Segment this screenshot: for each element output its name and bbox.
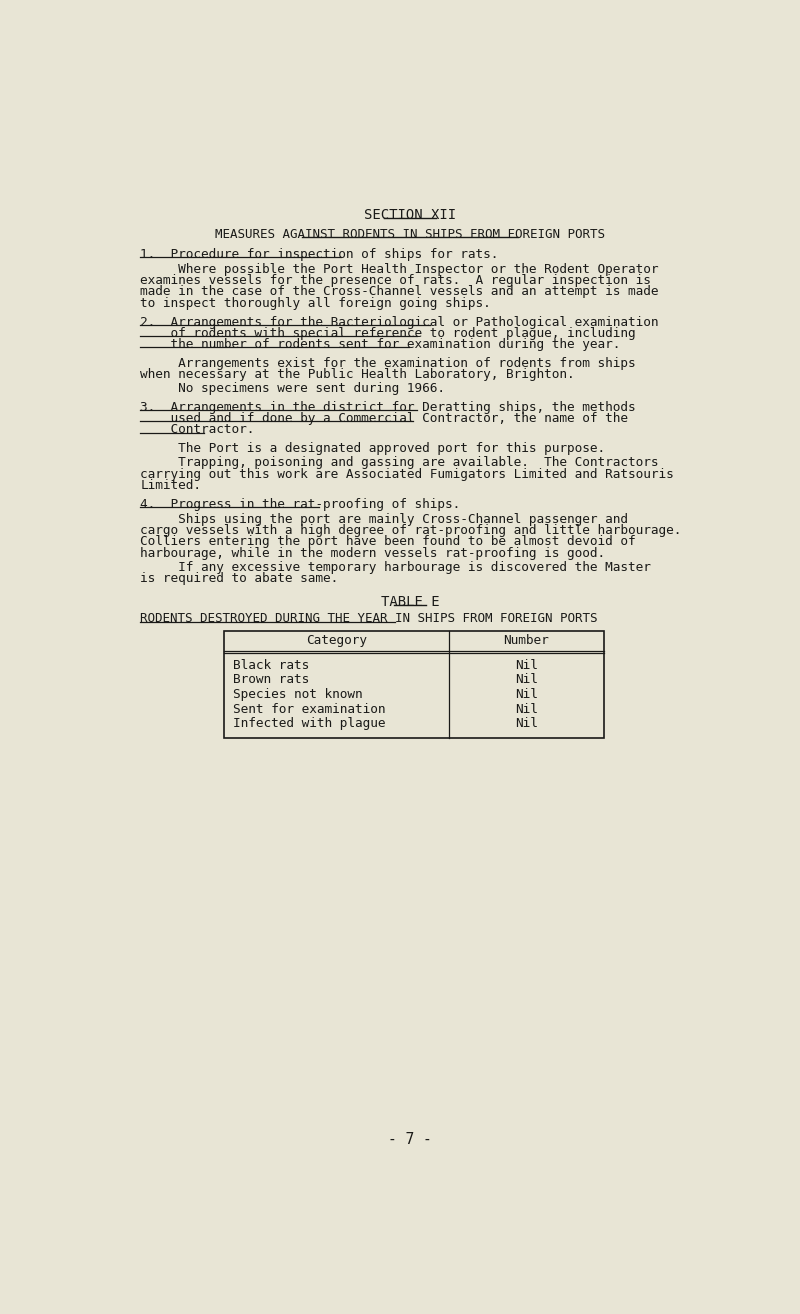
Text: harbourage, while in the modern vessels rat-proofing is good.: harbourage, while in the modern vessels … — [140, 547, 606, 560]
Text: cargo vessels with a high degree of rat-proofing and little harbourage.: cargo vessels with a high degree of rat-… — [140, 524, 682, 537]
Text: made in the case of the Cross-Channel vessels and an attempt is made: made in the case of the Cross-Channel ve… — [140, 285, 659, 298]
Text: Where possible the Port Health Inspector or the Rodent Operator: Where possible the Port Health Inspector… — [140, 263, 659, 276]
Text: - 7 -: - 7 - — [388, 1131, 432, 1147]
Text: The Port is a designated approved port for this purpose.: The Port is a designated approved port f… — [140, 443, 606, 455]
Text: MEASURES AGAINST RODENTS IN SHIPS FROM FOREIGN PORTS: MEASURES AGAINST RODENTS IN SHIPS FROM F… — [215, 227, 605, 240]
Text: RODENTS DESTROYED DURING THE YEAR IN SHIPS FROM FOREIGN PORTS: RODENTS DESTROYED DURING THE YEAR IN SHI… — [140, 612, 598, 625]
Text: Species not known: Species not known — [234, 687, 363, 700]
Text: Sent for examination: Sent for examination — [234, 703, 386, 716]
Text: Limited.: Limited. — [140, 478, 202, 491]
Text: carrying out this work are Associated Fumigators Limited and Ratsouris: carrying out this work are Associated Fu… — [140, 468, 674, 481]
Text: 3.  Arrangements in the district for Deratting ships, the methods: 3. Arrangements in the district for Dera… — [140, 401, 636, 414]
Text: the number of rodents sent for examination during the year.: the number of rodents sent for examinati… — [140, 338, 621, 351]
Text: 2.  Arrangements for the Bacteriological or Pathological examination: 2. Arrangements for the Bacteriological … — [140, 315, 659, 328]
Text: Number: Number — [503, 635, 549, 648]
Text: SECTION XII: SECTION XII — [364, 208, 456, 222]
Text: 1.  Procedure for inspection of ships for rats.: 1. Procedure for inspection of ships for… — [140, 248, 498, 260]
Bar — [224, 631, 604, 738]
Text: Contractor.: Contractor. — [140, 423, 254, 436]
Text: Nil: Nil — [515, 687, 538, 700]
Text: Nil: Nil — [515, 717, 538, 731]
Text: is required to abate same.: is required to abate same. — [140, 572, 338, 585]
Text: Nil: Nil — [515, 673, 538, 686]
Text: TABLE E: TABLE E — [381, 595, 439, 610]
Text: Infected with plague: Infected with plague — [234, 717, 386, 731]
Text: Category: Category — [306, 635, 367, 648]
Text: Brown rats: Brown rats — [234, 673, 310, 686]
Text: Colliers entering the port have been found to be almost devoid of: Colliers entering the port have been fou… — [140, 535, 636, 548]
Text: No specimens were sent during 1966.: No specimens were sent during 1966. — [140, 382, 446, 396]
Text: to inspect thoroughly all foreign going ships.: to inspect thoroughly all foreign going … — [140, 297, 491, 310]
Text: Nil: Nil — [515, 658, 538, 671]
Text: Arrangements exist for the examination of rodents from ships: Arrangements exist for the examination o… — [140, 356, 636, 369]
Text: 4.  Progress in the rat-proofing of ships.: 4. Progress in the rat-proofing of ships… — [140, 498, 461, 511]
Text: Black rats: Black rats — [234, 658, 310, 671]
Text: examines vessels for the presence of rats.  A regular inspection is: examines vessels for the presence of rat… — [140, 275, 651, 288]
Text: Trapping, poisoning and gassing are available.  The Contractors: Trapping, poisoning and gassing are avai… — [140, 456, 659, 469]
Text: used and if done by a Commercial Contractor, the name of the: used and if done by a Commercial Contrac… — [140, 413, 628, 426]
Text: when necessary at the Public Health Laboratory, Brighton.: when necessary at the Public Health Labo… — [140, 368, 575, 381]
Text: Ships using the port are mainly Cross-Channel passenger and: Ships using the port are mainly Cross-Ch… — [140, 512, 628, 526]
Text: of rodents with special reference to rodent plague, including: of rodents with special reference to rod… — [140, 327, 636, 340]
Text: Nil: Nil — [515, 703, 538, 716]
Text: If any excessive temporary harbourage is discovered the Master: If any excessive temporary harbourage is… — [140, 561, 651, 574]
